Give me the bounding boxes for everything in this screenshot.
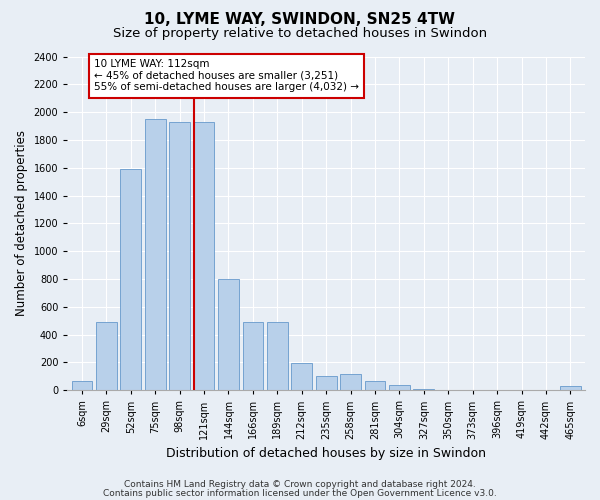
- Bar: [292, 363, 312, 390]
- Bar: [169, 122, 190, 390]
- Bar: [389, 386, 410, 390]
- Bar: [365, 380, 385, 390]
- Bar: [267, 322, 288, 390]
- Text: 10, LYME WAY, SWINDON, SN25 4TW: 10, LYME WAY, SWINDON, SN25 4TW: [145, 12, 455, 28]
- Text: 10 LYME WAY: 112sqm
← 45% of detached houses are smaller (3,251)
55% of semi-det: 10 LYME WAY: 112sqm ← 45% of detached ho…: [94, 60, 359, 92]
- Bar: [242, 322, 263, 390]
- Bar: [121, 169, 141, 390]
- Bar: [413, 389, 434, 390]
- Bar: [71, 380, 92, 390]
- Bar: [194, 122, 214, 390]
- Text: Contains HM Land Registry data © Crown copyright and database right 2024.: Contains HM Land Registry data © Crown c…: [124, 480, 476, 489]
- Bar: [145, 119, 166, 390]
- Bar: [96, 322, 117, 390]
- Text: Size of property relative to detached houses in Swindon: Size of property relative to detached ho…: [113, 28, 487, 40]
- X-axis label: Distribution of detached houses by size in Swindon: Distribution of detached houses by size …: [166, 447, 486, 460]
- Bar: [218, 279, 239, 390]
- Bar: [560, 386, 581, 390]
- Bar: [316, 376, 337, 390]
- Text: Contains public sector information licensed under the Open Government Licence v3: Contains public sector information licen…: [103, 488, 497, 498]
- Bar: [340, 374, 361, 390]
- Y-axis label: Number of detached properties: Number of detached properties: [15, 130, 28, 316]
